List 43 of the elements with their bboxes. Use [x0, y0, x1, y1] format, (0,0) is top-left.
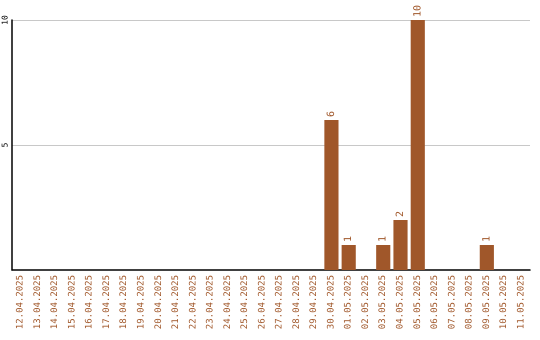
x-tick-label: 20.04.2025 [154, 275, 164, 330]
data-label: 10 [412, 4, 424, 17]
x-tick-label: 15.04.2025 [67, 275, 78, 330]
x-tick-label: 13.04.2025 [32, 275, 43, 330]
x-tick-label: 23.04.2025 [206, 275, 216, 330]
x-tick-label: 01.05.2025 [344, 275, 354, 330]
x-tick-label: 28.04.2025 [292, 275, 302, 330]
x-tick-label: 27.04.2025 [274, 275, 285, 330]
x-tick-label: 22.04.2025 [188, 275, 198, 330]
x-tick-label: 17.04.2025 [102, 275, 112, 330]
x-tick-label: 26.04.2025 [257, 275, 268, 330]
data-label: 1 [343, 236, 354, 242]
x-tick-label: 29.04.2025 [309, 275, 320, 330]
x-tick-label: 16.04.2025 [84, 275, 95, 330]
x-tick-label: 25.04.2025 [240, 275, 250, 330]
x-tick-label: 11.05.2025 [516, 275, 526, 330]
data-label: 1 [378, 236, 389, 242]
bar [393, 220, 408, 270]
x-tick-label: 06.05.2025 [430, 275, 440, 330]
x-tick-label: 07.05.2025 [447, 275, 458, 330]
x-tick-label: 04.05.2025 [396, 275, 406, 330]
bar [342, 245, 356, 270]
x-tick-label: 12.04.2025 [16, 275, 26, 330]
x-tick-label: 19.04.2025 [136, 275, 146, 330]
bar [480, 245, 494, 270]
data-label: 6 [326, 110, 337, 117]
x-tick-label: 05.05.2025 [412, 275, 423, 330]
bar [410, 20, 425, 270]
y-tick-label: 5 [0, 142, 10, 148]
x-tick-label: 30.04.2025 [326, 275, 336, 330]
x-tick-label: 10.05.2025 [499, 275, 510, 330]
data-label: 1 [481, 236, 492, 242]
x-tick-label: 21.04.2025 [171, 275, 182, 330]
x-tick-label: 03.05.2025 [378, 275, 388, 330]
bar [324, 120, 339, 270]
x-tick-label: 24.04.2025 [222, 275, 233, 330]
data-label: 2 [395, 210, 406, 217]
x-tick-label: 14.04.2025 [50, 275, 60, 330]
x-tick-label: 18.04.2025 [119, 275, 130, 330]
bar [376, 245, 390, 270]
x-tick-label: 02.05.2025 [360, 275, 371, 330]
x-tick-label: 09.05.2025 [482, 275, 492, 330]
x-tick-label: 08.05.2025 [464, 275, 475, 330]
